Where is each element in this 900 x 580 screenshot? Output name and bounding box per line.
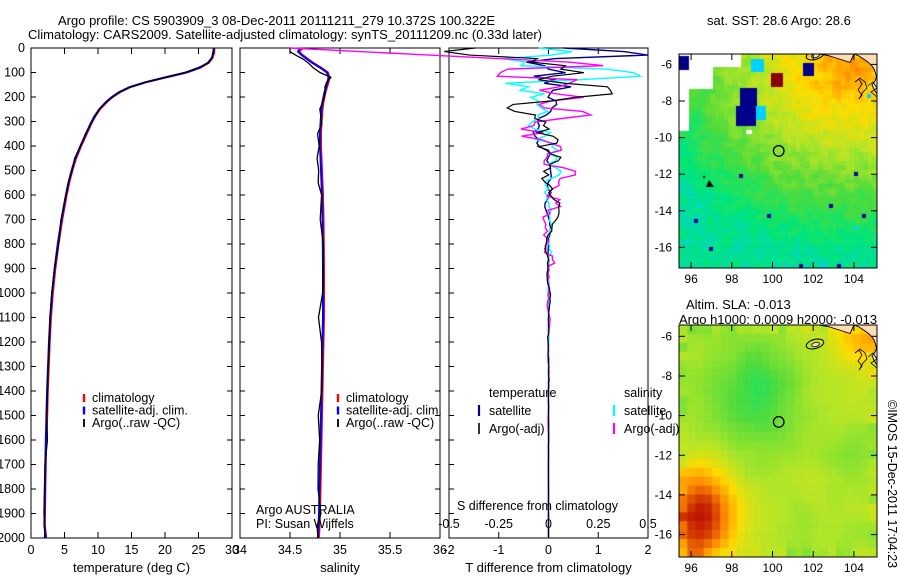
svg-text:©IMOS 15-Dec-2011 17:04:23: ©IMOS 15-Dec-2011 17:04:23 <box>885 400 899 568</box>
svg-text:100: 100 <box>762 272 782 286</box>
svg-text:-10: -10 <box>655 131 673 145</box>
svg-text:-14: -14 <box>655 488 673 502</box>
svg-text:-14: -14 <box>655 204 673 218</box>
svg-text:-8: -8 <box>661 94 672 108</box>
svg-text:-6: -6 <box>661 329 672 343</box>
svg-text:-10: -10 <box>655 409 673 423</box>
svg-text:102: 102 <box>803 272 823 286</box>
svg-text:104: 104 <box>844 272 864 286</box>
svg-text:96: 96 <box>684 272 698 286</box>
svg-text:-12: -12 <box>655 448 673 462</box>
svg-text:96: 96 <box>684 561 698 575</box>
svg-text:98: 98 <box>725 272 739 286</box>
svg-text:-16: -16 <box>655 240 673 254</box>
svg-text:-12: -12 <box>655 167 673 181</box>
svg-text:102: 102 <box>803 561 823 575</box>
svg-text:-8: -8 <box>661 369 672 383</box>
svg-text:98: 98 <box>725 561 739 575</box>
svg-text:104: 104 <box>844 561 864 575</box>
svg-text:100: 100 <box>762 561 782 575</box>
svg-text:-16: -16 <box>655 528 673 542</box>
svg-text:-6: -6 <box>661 57 672 71</box>
